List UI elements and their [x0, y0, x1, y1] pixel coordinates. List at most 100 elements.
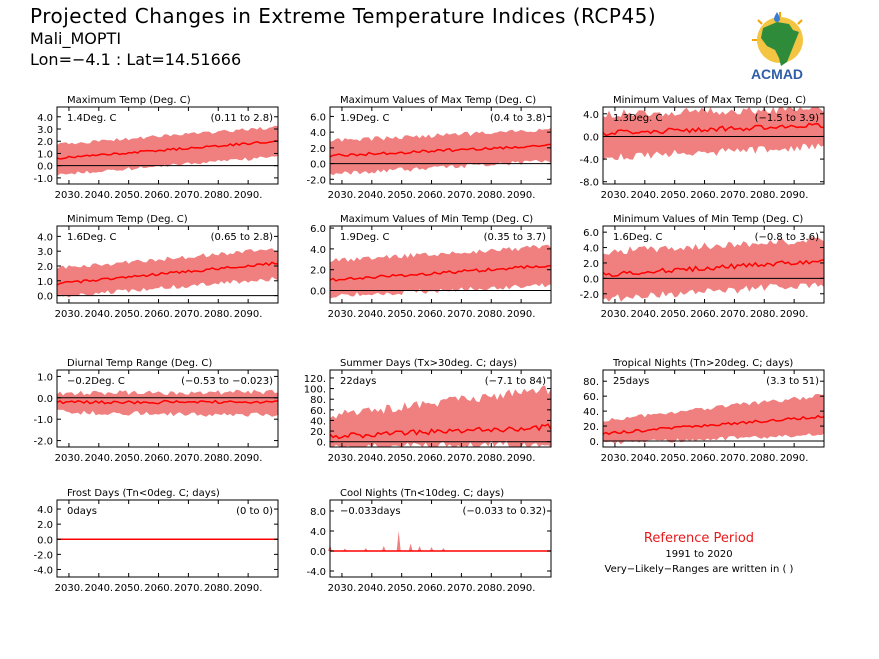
y-tick-label: 40. [310, 416, 326, 427]
chart-title: Cool Nights (Tn<10deg. C; days) [340, 488, 504, 499]
y-tick-label: 0.0 [310, 547, 326, 558]
plot-frame [56, 369, 279, 448]
reference-period-box: Reference Period 1991 to 2020 Very−Likel… [586, 530, 812, 577]
y-tick-label: 40. [583, 407, 599, 418]
y-tick-label: 0.0 [310, 287, 326, 298]
chart-panel: -2.0 0.0 2.0 4.0 6.0 2030. 2040. 2050. 2060. 2070… [306, 95, 552, 201]
x-tick-label: 2030. [55, 190, 84, 201]
y-tick-label: 0.0 [37, 292, 53, 303]
x-tick-label: 2070. [174, 190, 203, 201]
chart-panel: 0.0 2.0 4.0 6.0 2030. 2040. 2050. 2060. 2070. 208… [310, 214, 552, 320]
plot-frame [56, 225, 279, 304]
y-tick-label: -4.0 [306, 567, 326, 578]
y-tick-label: 4.0 [37, 232, 53, 243]
median-series-line [329, 423, 552, 440]
x-tick-label: 2050. [387, 453, 416, 464]
x-tick-label: 2060. [690, 453, 719, 464]
plot-frame [329, 106, 552, 185]
chart-stat: 25days [613, 376, 649, 387]
x-tick-label: 2030. [601, 309, 630, 320]
chart-stat: 1.9Deg. C [340, 113, 389, 124]
median-series-line [56, 140, 279, 160]
y-tick-label: 2.0 [37, 262, 53, 273]
africa-continent-icon [761, 22, 799, 66]
x-tick-label: 2090. [234, 583, 263, 594]
likely-range-band [57, 389, 278, 417]
chart-range: (0 to 0) [236, 506, 273, 517]
x-tick-label: 2040. [357, 453, 386, 464]
reference-title: Reference Period [643, 531, 755, 546]
y-tick-label: 2.0 [310, 144, 326, 155]
y-tick-label: 6.0 [583, 228, 599, 239]
x-tick-label: 2060. [417, 309, 446, 320]
x-tick-label: 2060. [144, 453, 173, 464]
x-tick-label: 2080. [750, 190, 779, 201]
chart-title: Minimum Values of Max Temp (Deg. C) [613, 95, 806, 106]
x-tick-label: 2090. [507, 453, 536, 464]
y-tick-label: -2.0 [33, 550, 53, 561]
chart-title: Tropical Nights (Tn>20deg. C; days) [612, 358, 793, 369]
x-tick-label: 2050. [114, 583, 143, 594]
x-tick-label: 2080. [477, 309, 506, 320]
x-tick-label: 2030. [601, 190, 630, 201]
y-tick-label: -8.0 [579, 178, 599, 189]
median-series-line [56, 261, 279, 286]
x-tick-label: 2040. [630, 309, 659, 320]
plot-frame [329, 225, 552, 304]
x-tick-label: 2040. [84, 453, 113, 464]
y-tick-label: 0. [589, 437, 599, 448]
x-tick-label: 2060. [417, 190, 446, 201]
y-tick-label: 4.0 [310, 527, 326, 538]
y-tick-label: 80. [583, 377, 599, 388]
chart-title: Maximum Values of Max Temp (Deg. C) [340, 95, 536, 106]
x-tick-label: 2030. [328, 309, 357, 320]
plot-frame [602, 225, 825, 304]
x-tick-label: 2080. [477, 453, 506, 464]
y-tick-label: 4.0 [583, 110, 599, 121]
y-tick-label: -2.0 [306, 175, 326, 186]
x-tick-label: 2070. [447, 309, 476, 320]
y-tick-label: -4.0 [579, 155, 599, 166]
y-tick-label: 4.0 [37, 505, 53, 516]
x-tick-label: 2070. [174, 583, 203, 594]
chart-range: (0.11 to 2.8) [211, 113, 273, 124]
x-tick-label: 2080. [204, 190, 233, 201]
x-tick-label: 2070. [174, 309, 203, 320]
x-tick-label: 2030. [55, 583, 84, 594]
y-tick-label: 120. [304, 374, 326, 385]
x-tick-label: 2040. [630, 453, 659, 464]
x-tick-label: 2080. [204, 453, 233, 464]
y-tick-label: 0.0 [310, 160, 326, 171]
x-tick-label: 2040. [357, 190, 386, 201]
x-tick-label: 2050. [660, 309, 689, 320]
chart-stat: 1.6Deg. C [613, 232, 662, 243]
x-tick-label: 2070. [447, 190, 476, 201]
likely-range-band [603, 107, 824, 162]
plot-frame [602, 369, 825, 448]
y-tick-label: 4.0 [310, 128, 326, 139]
plot-frame [56, 106, 279, 185]
y-tick-label: 4.0 [37, 113, 53, 124]
x-tick-label: 2090. [234, 309, 263, 320]
chart-panel: 0.20.40.60.80.100.120. 2030. 2040. 2050. 206… [304, 358, 552, 464]
x-tick-label: 2040. [630, 190, 659, 201]
x-tick-label: 2040. [84, 190, 113, 201]
x-tick-label: 2060. [417, 583, 446, 594]
y-tick-label: 2.0 [583, 259, 599, 270]
chart-stat: 1.9Deg. C [340, 232, 389, 243]
chart-title: Minimum Values of Min Temp (Deg. C) [613, 214, 803, 225]
x-tick-label: 2030. [601, 453, 630, 464]
y-tick-label: 1.0 [37, 372, 53, 383]
y-tick-label: -2.0 [33, 437, 53, 448]
station-name: Mali_MOPTI [30, 29, 122, 48]
x-tick-label: 2040. [357, 583, 386, 594]
y-tick-label: 80. [310, 395, 326, 406]
x-tick-label: 2070. [447, 583, 476, 594]
median-series-line [329, 264, 552, 282]
x-tick-label: 2060. [144, 309, 173, 320]
chart-stat: 1.6Deg. C [67, 232, 116, 243]
chart-range: (0.4 to 3.8) [490, 113, 546, 124]
